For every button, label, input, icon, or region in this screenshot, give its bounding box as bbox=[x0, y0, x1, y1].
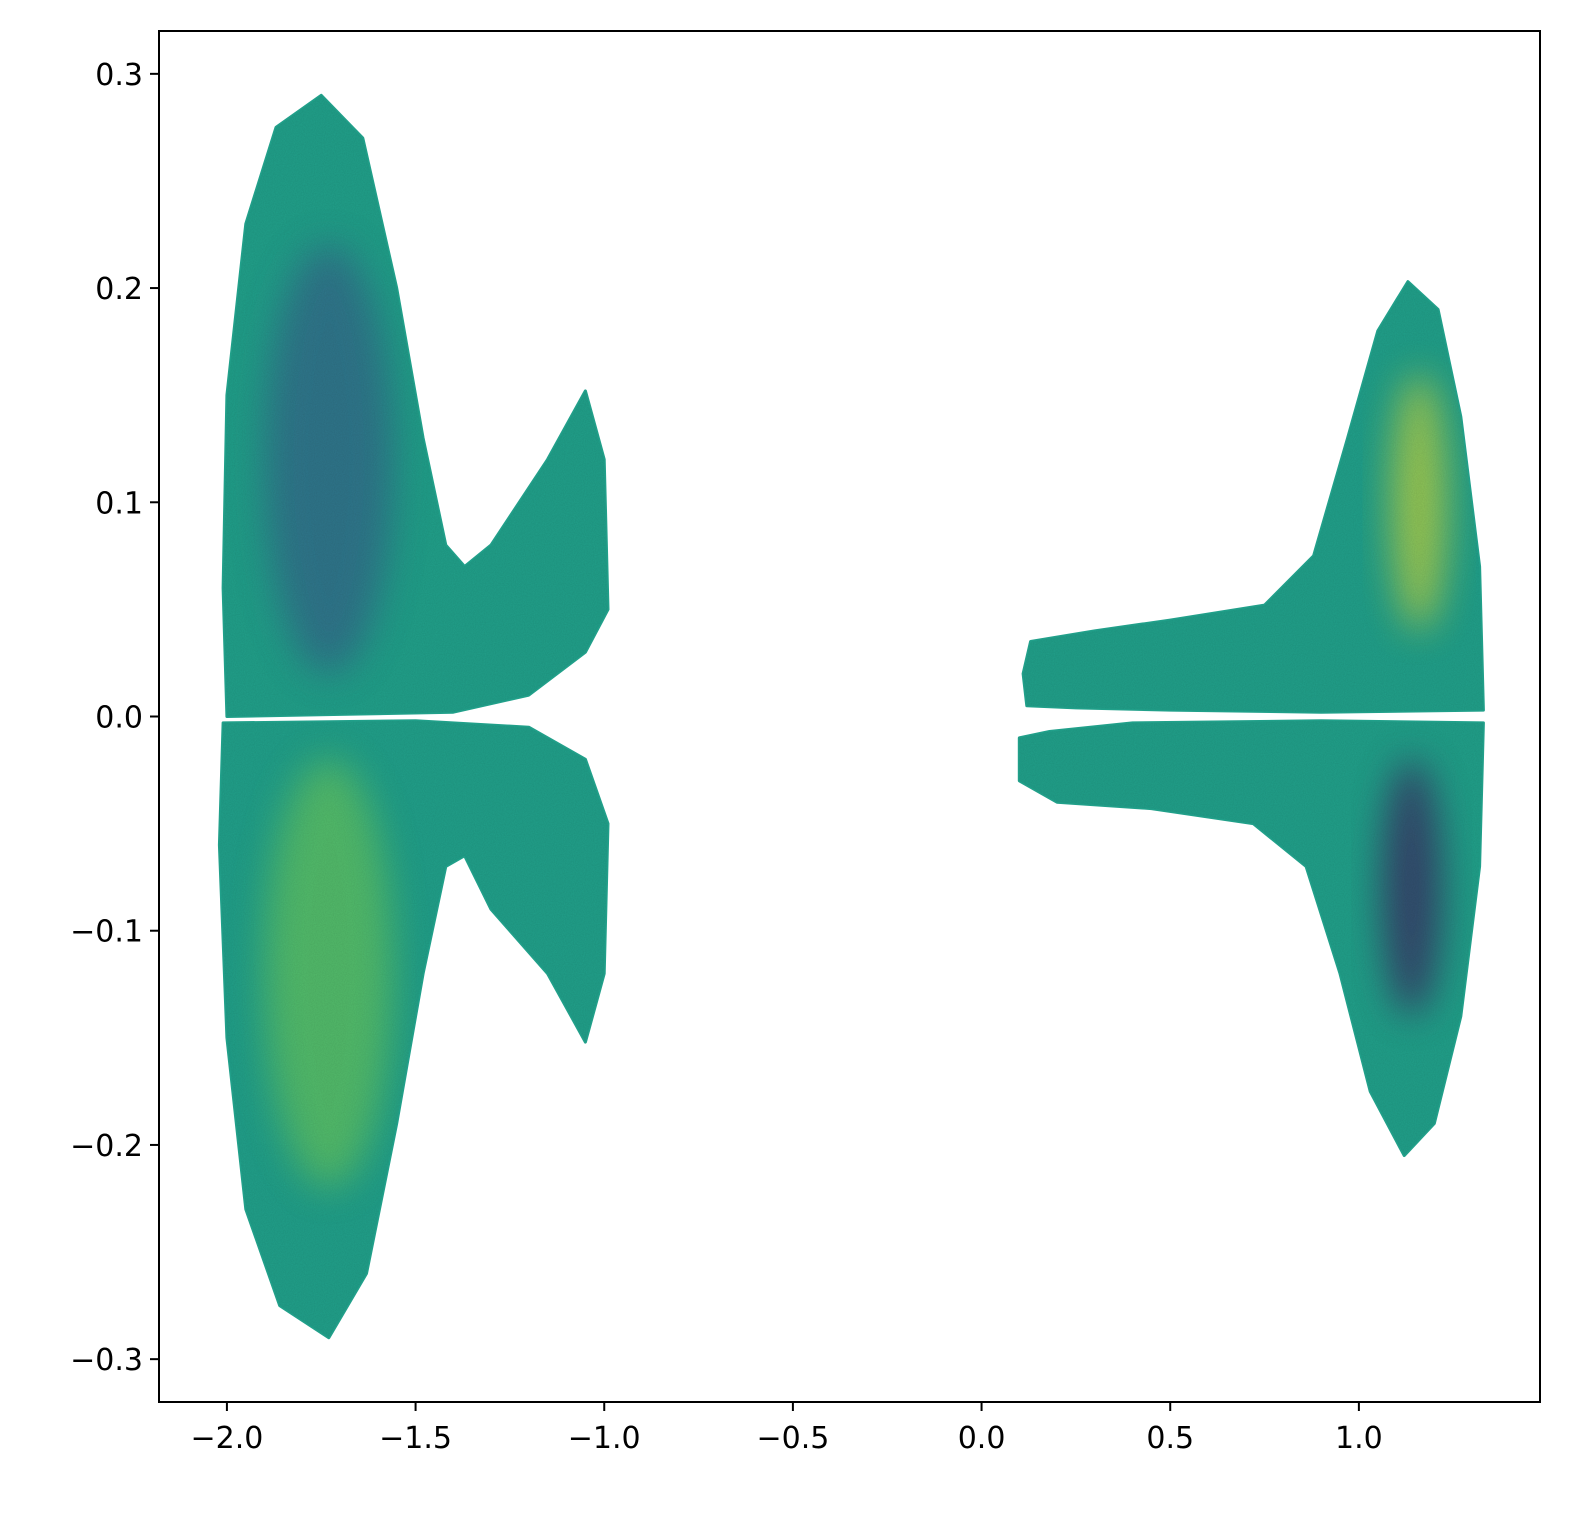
y-tick-label: 0.1 bbox=[95, 486, 143, 521]
y-tick-label: 0.2 bbox=[95, 272, 143, 307]
y-tick-label: −0.3 bbox=[70, 1343, 143, 1378]
x-tick-label: 1.0 bbox=[1335, 1421, 1383, 1456]
y-tick-label: 0.3 bbox=[95, 58, 143, 93]
x-tick-label: −0.5 bbox=[756, 1421, 829, 1456]
x-tick-label: −2.0 bbox=[190, 1421, 263, 1456]
y-axis: 0.3 0.2 0.1 0.0 −0.1 −0.2 −0.3 bbox=[70, 58, 159, 1378]
x-tick-label: −1.5 bbox=[379, 1421, 452, 1456]
y-tick-label: −0.1 bbox=[70, 915, 143, 950]
x-tick-label: 0.0 bbox=[958, 1421, 1006, 1456]
x-tick-label: 0.5 bbox=[1146, 1421, 1194, 1456]
x-tick-label: −1.0 bbox=[568, 1421, 641, 1456]
x-axis: −2.0 −1.5 −1.0 −0.5 0.0 0.5 1.0 bbox=[190, 1402, 1382, 1456]
y-tick-label: −0.2 bbox=[70, 1129, 143, 1164]
scatter-cluster bbox=[265, 245, 1484, 1188]
scatter-cluster bbox=[265, 245, 1484, 1188]
y-tick-label: 0.0 bbox=[95, 701, 143, 736]
data-layer bbox=[219, 95, 1483, 1337]
